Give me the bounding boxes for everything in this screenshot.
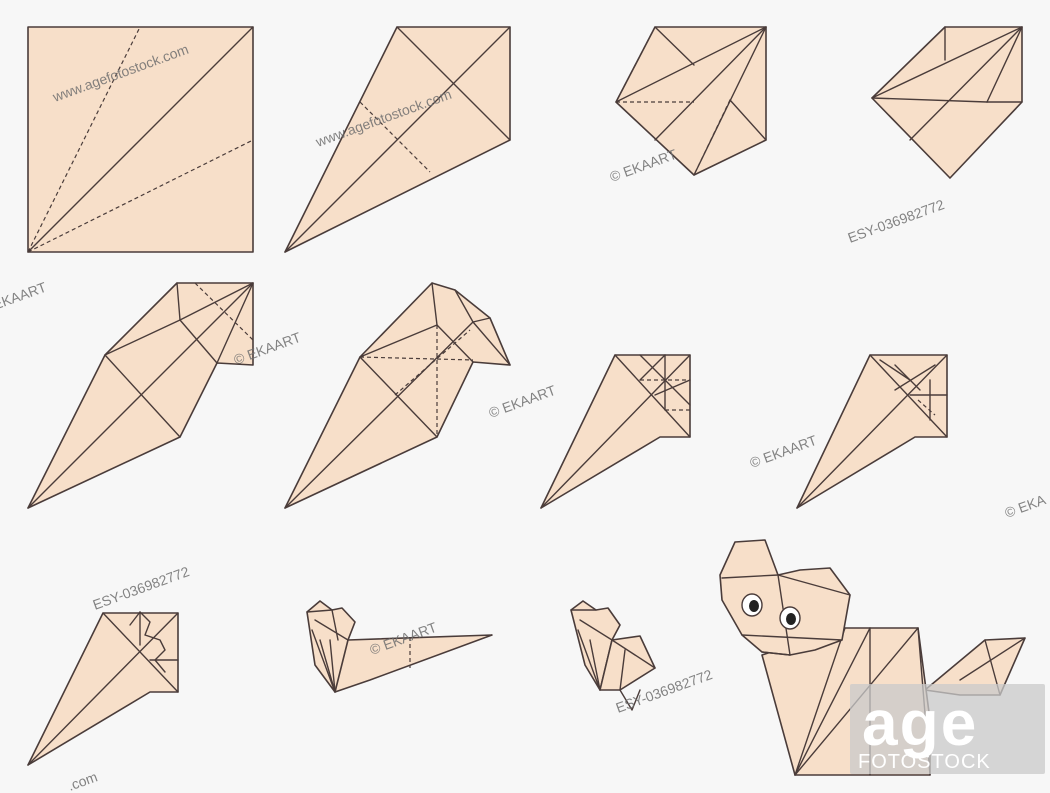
step-2: [284, 26, 511, 253]
step-9: [27, 611, 179, 766]
step-11: [570, 600, 656, 711]
step-7: [540, 354, 691, 509]
logo-word-age: age: [862, 687, 978, 759]
step-4: [871, 26, 1023, 179]
step-5: [27, 282, 254, 509]
watermark-ekaart-1: © EKAART: [608, 146, 680, 185]
agefotostock-logo: age FOTOSTOCK: [850, 684, 1045, 774]
watermark-ekaart-3: © EKAART: [487, 382, 559, 421]
logo-word-fotostock: FOTOSTOCK: [858, 751, 991, 773]
watermark-code-1: ESY-036982772: [846, 196, 947, 246]
step-10: [306, 600, 493, 693]
step-8: [796, 354, 948, 509]
step-6: [284, 282, 511, 509]
watermark-ekaart-edge-right: © EKA: [1003, 491, 1049, 521]
step-1: [27, 26, 254, 253]
watermark-ekaart-4: © EKAART: [748, 432, 820, 471]
step-12-fox: [719, 539, 1026, 776]
watermark-ekaart-edge-left: EKAART: [0, 279, 49, 313]
watermark-code-2: ESY-036982772: [91, 563, 192, 613]
watermark-com-fragment: .com: [66, 768, 100, 793]
step-3: [615, 26, 767, 176]
